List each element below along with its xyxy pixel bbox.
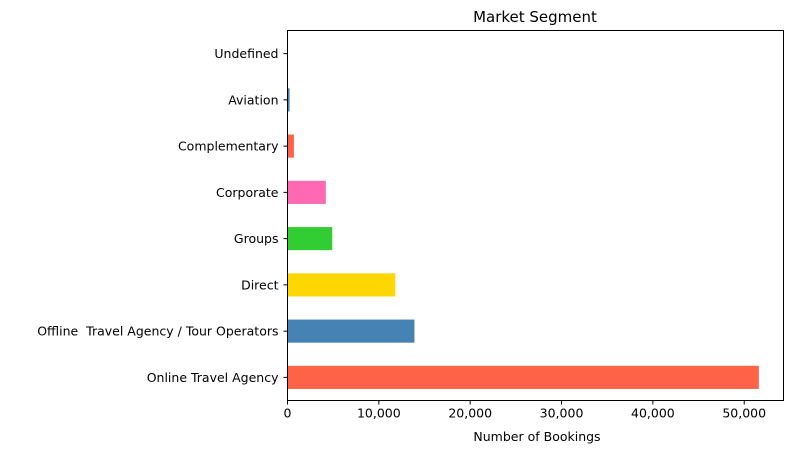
x-tick-label: 40,000 [631,406,675,421]
y-tick-label: Undefined [214,46,278,61]
bar-groups [288,227,333,250]
x-axis-label: Number of Bookings [473,429,600,444]
bar-corporate [288,181,326,204]
x-tick-label: 0 [284,406,292,421]
y-tick-label: Complementary [178,139,279,154]
y-tick-label: Direct [241,277,279,292]
y-tick-label: Corporate [216,185,279,200]
x-tick-label: 30,000 [540,406,584,421]
x-tick-label: 10,000 [357,406,401,421]
x-tick-label: 50,000 [722,406,766,421]
bar-online-travel-agency [288,366,759,389]
bar-direct [288,273,396,296]
bar-complementary [288,135,294,158]
y-tick-label: Online Travel Agency [147,370,279,385]
chart-title: Market Segment [473,8,597,26]
x-tick-label: 20,000 [448,406,492,421]
y-tick-label: Aviation [228,92,278,107]
bars-layer [288,42,759,389]
y-tick-label: Groups [234,231,279,246]
bar-offline-travel-agency-tour-operators [288,320,415,343]
x-ticks: 0 10,000 20,000 30,000 40,000 50,000 [284,401,767,421]
y-tick-labels: Online Travel Agency Offline Travel Agenc… [37,46,287,385]
plot-area-frame [288,31,784,401]
y-tick-label: Offline Travel Agency / Tour Operators [37,324,278,339]
